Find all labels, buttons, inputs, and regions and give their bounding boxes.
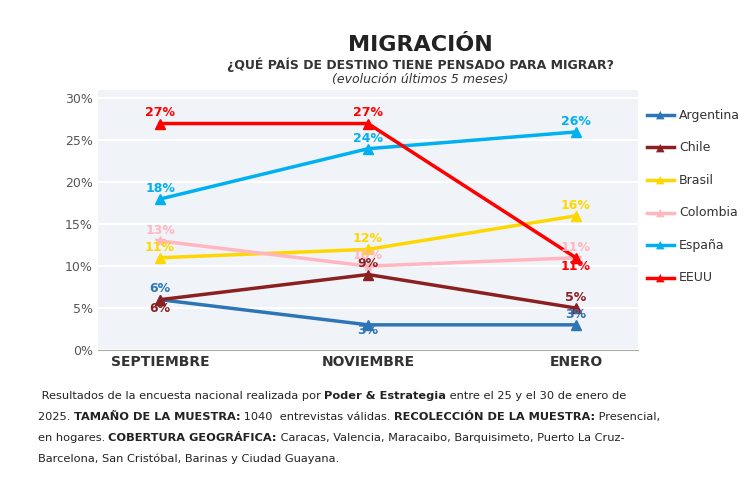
Text: 3%: 3% (566, 308, 587, 320)
Text: 2025.: 2025. (38, 412, 74, 422)
Text: ▲: ▲ (656, 110, 665, 120)
Text: entre el 25 y el 30 de enero de: entre el 25 y el 30 de enero de (446, 391, 626, 401)
Text: Colombia: Colombia (679, 206, 737, 219)
Text: 6%: 6% (149, 282, 170, 296)
Text: Poder & Estrategia: Poder & Estrategia (324, 391, 446, 401)
Text: Brasil: Brasil (679, 174, 714, 186)
Text: 18%: 18% (145, 182, 175, 195)
Text: 6%: 6% (149, 302, 170, 315)
Text: TAMAÑO DE LA MUESTRA:: TAMAÑO DE LA MUESTRA: (74, 412, 240, 422)
Text: Chile: Chile (679, 141, 710, 154)
Text: en hogares.: en hogares. (38, 433, 108, 443)
Text: COBERTURA GEOGRÁFICA:: COBERTURA GEOGRÁFICA: (108, 433, 277, 443)
Text: 27%: 27% (353, 106, 383, 120)
Text: Argentina: Argentina (679, 108, 740, 122)
Text: 26%: 26% (561, 114, 591, 128)
Text: (evolución últimos 5 meses): (evolución últimos 5 meses) (333, 74, 508, 86)
Text: Barcelona, San Cristóbal, Barinas y Ciudad Guayana.: Barcelona, San Cristóbal, Barinas y Ciud… (38, 454, 339, 464)
Text: 11%: 11% (145, 240, 175, 254)
Text: 16%: 16% (561, 198, 591, 211)
Text: RECOLECCIÓN DE LA MUESTRA:: RECOLECCIÓN DE LA MUESTRA: (394, 412, 596, 422)
Text: ▲: ▲ (656, 272, 665, 282)
Text: 11%: 11% (561, 240, 591, 254)
Text: MIGRACIÓN: MIGRACIÓN (348, 35, 493, 55)
Text: 5%: 5% (566, 291, 587, 304)
Text: ▲: ▲ (656, 175, 665, 185)
Text: Resultados de la encuesta nacional realizada por: Resultados de la encuesta nacional reali… (38, 391, 324, 401)
Text: Caracas, Valencia, Maracaibo, Barquisimeto, Puerto La Cruz-: Caracas, Valencia, Maracaibo, Barquisime… (277, 433, 625, 443)
Text: 9%: 9% (357, 258, 379, 270)
Text: 27%: 27% (145, 106, 175, 120)
Text: 11%: 11% (561, 260, 591, 273)
Text: 3%: 3% (357, 324, 379, 338)
Text: ▲: ▲ (656, 208, 665, 218)
Text: ▲: ▲ (656, 142, 665, 152)
Text: 12%: 12% (353, 232, 383, 245)
Text: 13%: 13% (145, 224, 175, 237)
Text: 24%: 24% (353, 132, 383, 144)
Text: 1040  entrevistas válidas.: 1040 entrevistas válidas. (240, 412, 394, 422)
Text: EEUU: EEUU (679, 271, 713, 284)
Text: España: España (679, 238, 725, 252)
Text: ¿QUÉ PAÍS DE DESTINO TIENE PENSADO PARA MIGRAR?: ¿QUÉ PAÍS DE DESTINO TIENE PENSADO PARA … (227, 58, 614, 72)
Text: Presencial,: Presencial, (596, 412, 661, 422)
Text: 10%: 10% (353, 249, 383, 262)
Text: ▲: ▲ (656, 240, 665, 250)
